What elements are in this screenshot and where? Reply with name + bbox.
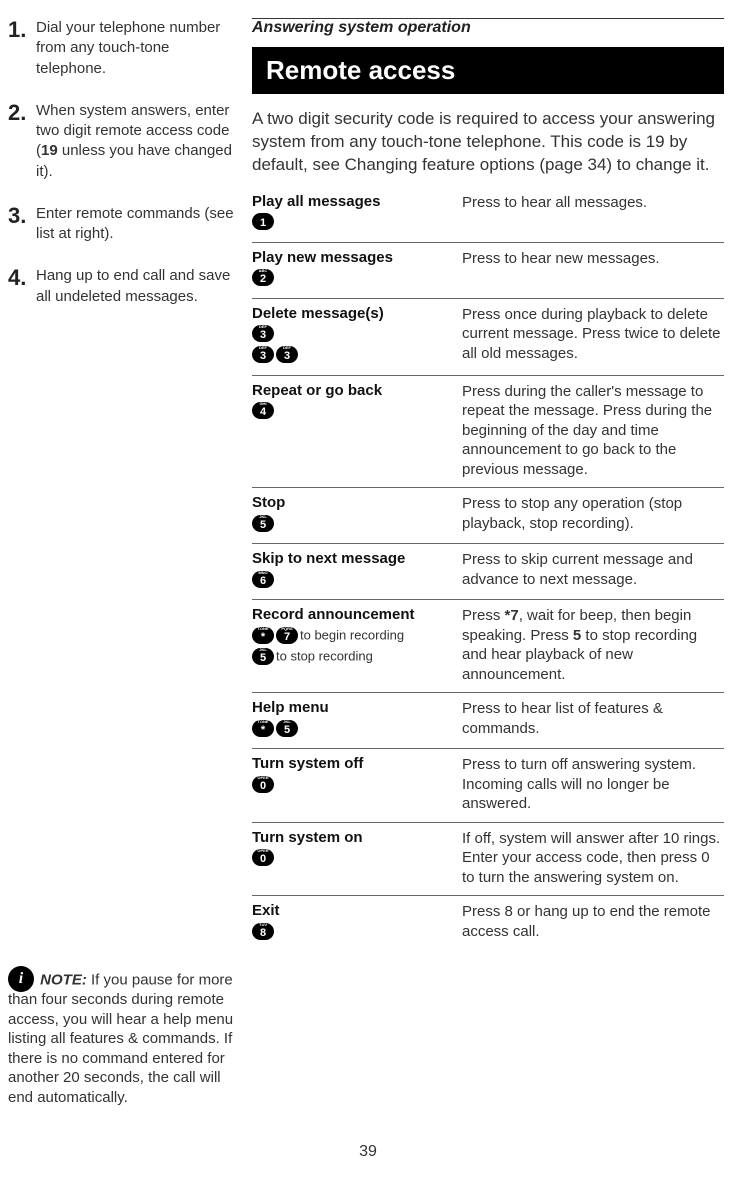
command-row: Repeat or go back GHI4 Press during the ca…	[252, 376, 724, 489]
command-left: Turn system on OPER0	[252, 829, 462, 888]
key-line: JKL5to stop recording	[252, 647, 454, 665]
command-row: Delete message(s)DEF3DEF3DEF3Press once …	[252, 299, 724, 376]
key-line: GHI4	[252, 402, 454, 420]
step-1: 1. Dial your telephone number from any t…	[8, 18, 240, 79]
command-title: Play all messages	[252, 193, 454, 210]
section-header: Answering system operation	[252, 18, 724, 41]
key-line: DEF3	[252, 325, 454, 343]
key-line: ABC2	[252, 269, 454, 287]
step-number: 3.	[8, 204, 36, 245]
step-text: Enter remote commands (see list at right…	[36, 204, 240, 245]
command-desc: Press to hear new messages.	[462, 249, 660, 290]
command-title: Stop	[252, 494, 454, 511]
note-text: If you pause for more than four seconds …	[8, 972, 233, 1106]
phone-key-icon: OPER0	[252, 776, 274, 793]
command-row: Play new messages ABC2 Press to hear new m…	[252, 243, 724, 299]
phone-key-icon: GHI4	[252, 402, 274, 419]
commands-table: Play all messages 1 Press to hear all mess…	[252, 187, 724, 952]
phone-key-icon: DEF3	[252, 325, 274, 342]
command-row: Turn system off OPER0 Press to turn off an…	[252, 749, 724, 823]
command-title: Help menu	[252, 699, 454, 716]
step-3: 3. Enter remote commands (see list at ri…	[8, 204, 240, 245]
command-left: Exit TUV8	[252, 902, 462, 943]
key-line: TONE*PQRS7to begin recording	[252, 626, 454, 644]
command-left: Turn system off OPER0	[252, 755, 462, 814]
command-title: Delete message(s)	[252, 305, 454, 322]
title-bar: Remote access	[252, 47, 724, 94]
key-line: OPER0	[252, 849, 454, 867]
command-title: Repeat or go back	[252, 382, 454, 399]
info-icon: i	[8, 966, 34, 992]
command-left: Skip to next message MNO6	[252, 550, 462, 591]
note-block: i NOTE: If you pause for more than four …	[8, 964, 236, 1107]
command-title: Exit	[252, 902, 454, 919]
command-desc: Press *7, wait for beep, then begin spea…	[462, 606, 724, 684]
phone-key-icon: MNO6	[252, 571, 274, 588]
phone-key-icon: DEF3	[276, 346, 298, 363]
right-column: Answering system operation Remote access…	[252, 18, 724, 951]
command-row: Record announcement TONE*PQRS7to begin re…	[252, 600, 724, 693]
step-text: When system answers, enter two digit rem…	[36, 101, 240, 182]
command-left: Repeat or go back GHI4	[252, 382, 462, 480]
page: 1. Dial your telephone number from any t…	[0, 0, 736, 951]
step-text: Hang up to end call and save all undelet…	[36, 266, 240, 307]
command-row: Exit TUV8 Press 8 or hang up to end the re…	[252, 896, 724, 951]
command-left: Help menu TONE*JKL5	[252, 699, 462, 740]
note-label: NOTE:	[40, 972, 87, 989]
step-number: 4.	[8, 266, 36, 307]
key-line: MNO6	[252, 570, 454, 588]
phone-key-icon: PQRS7	[276, 627, 298, 644]
aux-text: to begin recording	[300, 628, 404, 643]
command-desc: Press to turn off answering system. Inco…	[462, 755, 724, 814]
command-title: Turn system on	[252, 829, 454, 846]
command-row: Play all messages 1 Press to hear all mess…	[252, 187, 724, 243]
phone-key-icon: JKL5	[252, 648, 274, 665]
step-text: Dial your telephone number from any touc…	[36, 18, 240, 79]
phone-key-icon: JKL5	[252, 515, 274, 532]
command-title: Record announcement	[252, 606, 454, 623]
command-desc: Press 8 or hang up to end the remote acc…	[462, 902, 724, 943]
command-row: Skip to next message MNO6 Press to skip cu…	[252, 544, 724, 600]
command-desc: Press to stop any operation (stop playba…	[462, 494, 724, 535]
step-number: 2.	[8, 101, 36, 182]
phone-key-icon: OPER0	[252, 849, 274, 866]
phone-key-icon: TONE*	[252, 627, 274, 644]
step-number: 1.	[8, 18, 36, 79]
command-title: Play new messages	[252, 249, 454, 266]
command-row: Turn system on OPER0 If off, system will a…	[252, 823, 724, 897]
step-4: 4. Hang up to end call and save all unde…	[8, 266, 240, 307]
command-row: Help menu TONE*JKL5 Press to hear list of …	[252, 693, 724, 749]
key-line: TUV8	[252, 922, 454, 940]
left-column: 1. Dial your telephone number from any t…	[8, 18, 252, 951]
key-line: JKL5	[252, 514, 454, 532]
command-desc: Press to hear list of features & command…	[462, 699, 724, 740]
phone-key-icon: DEF3	[252, 346, 274, 363]
command-left: Delete message(s)DEF3DEF3DEF3	[252, 305, 462, 367]
command-row: Stop JKL5 Press to stop any operation (sto…	[252, 488, 724, 544]
command-title: Skip to next message	[252, 550, 454, 567]
command-desc: Press to skip current message and advanc…	[462, 550, 724, 591]
command-desc: Press during the caller's message to rep…	[462, 382, 724, 480]
command-desc: Press to hear all messages.	[462, 193, 647, 234]
page-number: 39	[0, 1143, 736, 1161]
command-left: Record announcement TONE*PQRS7to begin re…	[252, 606, 462, 684]
intro-text: A two digit security code is required to…	[252, 108, 724, 177]
phone-key-icon: TONE*	[252, 720, 274, 737]
step-2: 2. When system answers, enter two digit …	[8, 101, 240, 182]
key-line: TONE*JKL5	[252, 719, 454, 737]
phone-key-icon: 1	[252, 213, 274, 230]
phone-key-icon: JKL5	[276, 720, 298, 737]
command-left: Play new messages ABC2	[252, 249, 462, 290]
command-desc: Press once during playback to delete cur…	[462, 305, 724, 367]
key-line: OPER0	[252, 775, 454, 793]
phone-key-icon: TUV8	[252, 923, 274, 940]
command-title: Turn system off	[252, 755, 454, 772]
aux-text: to stop recording	[276, 649, 373, 664]
key-line: 1	[252, 213, 454, 231]
phone-key-icon: ABC2	[252, 269, 274, 286]
key-line: DEF3DEF3	[252, 346, 454, 364]
command-desc: If off, system will answer after 10 ring…	[462, 829, 724, 888]
command-left: Stop JKL5	[252, 494, 462, 535]
command-left: Play all messages 1	[252, 193, 462, 234]
